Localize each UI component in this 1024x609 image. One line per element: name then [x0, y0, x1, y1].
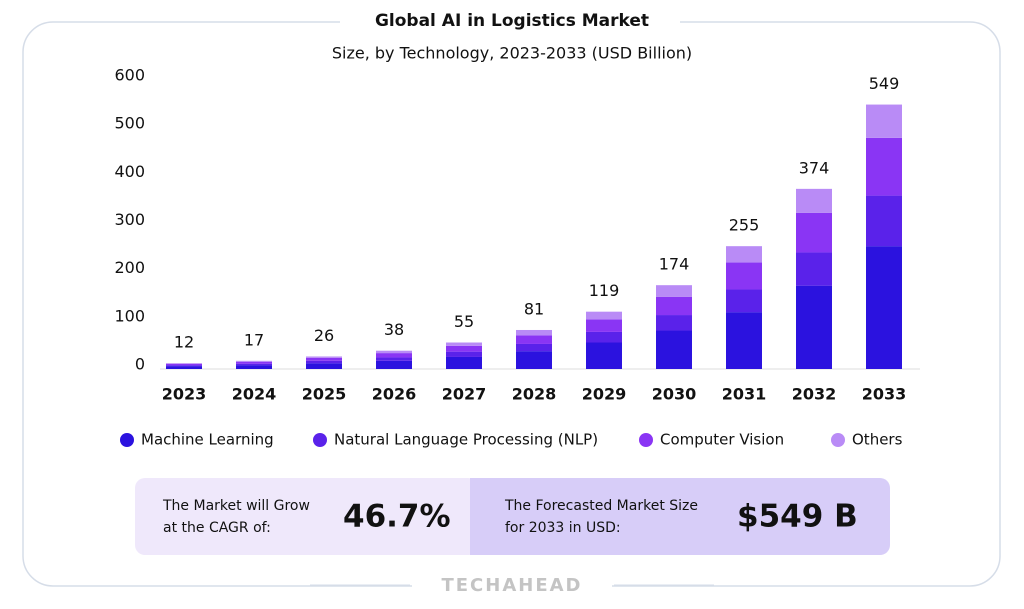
forecast-box — [470, 478, 890, 555]
bar-segment — [656, 285, 692, 297]
x-tick-label: 2027 — [442, 385, 487, 404]
x-tick-label: 2029 — [582, 385, 627, 404]
chart-title: Global AI in Logistics Market — [375, 11, 649, 31]
bar-segment — [306, 357, 342, 361]
x-tick-label: 2028 — [512, 385, 557, 404]
bar-segment — [446, 356, 482, 369]
y-tick-label: 200 — [114, 258, 145, 277]
legend-swatch — [831, 433, 845, 447]
bar-segment — [376, 350, 412, 354]
y-tick-label: 600 — [114, 66, 145, 85]
bar-segment — [446, 351, 482, 357]
bar-segment — [306, 363, 342, 369]
bar-segment — [866, 104, 902, 138]
x-tick-label: 2030 — [652, 385, 697, 404]
x-tick-label: 2023 — [162, 385, 207, 404]
bar-segment — [376, 360, 412, 369]
title-backdrop — [340, 8, 680, 36]
bar-segment — [166, 365, 202, 367]
x-tick-label: 2031 — [722, 385, 767, 404]
bar-segment — [796, 252, 832, 286]
x-tick-label: 2033 — [862, 385, 907, 404]
bar-segment — [726, 289, 762, 313]
bar-segment — [516, 335, 552, 344]
brand-backdrop — [412, 574, 612, 596]
bar-segment — [866, 137, 902, 196]
bar-segment — [586, 319, 622, 332]
total-label: 26 — [314, 326, 334, 345]
y-tick-label: 400 — [114, 162, 145, 181]
bar-segment — [376, 357, 412, 361]
y-tick-label: 100 — [114, 306, 145, 325]
total-label: 255 — [729, 216, 760, 235]
forecast-box-edge — [470, 478, 485, 555]
legend-swatch — [120, 433, 134, 447]
y-tick-label: 0 — [135, 355, 145, 374]
bar-segment — [656, 330, 692, 369]
bar-segment — [586, 331, 622, 343]
legend-label: Computer Vision — [660, 431, 784, 449]
bar-segment — [866, 246, 902, 369]
forecast-value: $549 B — [737, 499, 858, 535]
bar-segment — [586, 342, 622, 369]
bar-segment — [306, 356, 342, 358]
total-label: 12 — [174, 333, 194, 352]
x-tick-label: 2024 — [232, 385, 277, 404]
total-label: 374 — [799, 158, 830, 177]
total-label: 55 — [454, 312, 474, 331]
legend-label: Natural Language Processing (NLP) — [334, 431, 598, 449]
legend-swatch — [313, 433, 327, 447]
bar-segment — [446, 345, 482, 352]
bar-segment — [306, 360, 342, 364]
total-label: 174 — [659, 255, 690, 274]
cagr-value: 46.7% — [343, 499, 451, 535]
bar-segment — [796, 285, 832, 369]
legend-swatch — [639, 433, 653, 447]
bar-segment — [166, 363, 202, 366]
bar-segment — [166, 366, 202, 369]
bar-segment — [376, 353, 412, 358]
x-tick-label: 2025 — [302, 385, 347, 404]
bar-segment — [516, 351, 552, 369]
bar-segment — [236, 365, 272, 369]
bar-segment — [446, 342, 482, 346]
legend-label: Machine Learning — [141, 431, 274, 449]
bar-segment — [796, 212, 832, 253]
x-tick-label: 2032 — [792, 385, 837, 404]
bar-segment — [866, 195, 902, 247]
cagr-text: The Market will Grow — [162, 498, 310, 514]
bar-segment — [726, 246, 762, 263]
total-label: 17 — [244, 330, 264, 349]
bar-segment — [656, 315, 692, 331]
bar-segment — [656, 296, 692, 316]
bar-segment — [516, 329, 552, 336]
x-tick-label: 2026 — [372, 385, 417, 404]
y-tick-label: 300 — [114, 210, 145, 229]
total-label: 549 — [869, 74, 900, 93]
cagr-text: at the CAGR of: — [163, 520, 271, 536]
total-label: 81 — [524, 299, 544, 318]
bar-segment — [726, 262, 762, 290]
bar-segment — [586, 311, 622, 320]
bar-segment — [516, 343, 552, 352]
y-tick-label: 500 — [114, 114, 145, 133]
bar-segment — [236, 361, 272, 364]
legend-label: Others — [852, 431, 903, 449]
forecast-text: The Forecasted Market Size — [504, 498, 698, 514]
total-label: 38 — [384, 320, 404, 339]
bar-segment — [726, 312, 762, 369]
brand-logo: TECHAHEAD — [441, 575, 582, 596]
bar-segment — [236, 363, 272, 366]
bar-segment — [236, 360, 272, 362]
chart-subtitle: Size, by Technology, 2023-2033 (USD Bill… — [332, 44, 692, 63]
cagr-box — [135, 478, 478, 555]
forecast-text: for 2033 in USD: — [505, 520, 621, 536]
bar-segment — [796, 188, 832, 213]
total-label: 119 — [589, 281, 620, 300]
